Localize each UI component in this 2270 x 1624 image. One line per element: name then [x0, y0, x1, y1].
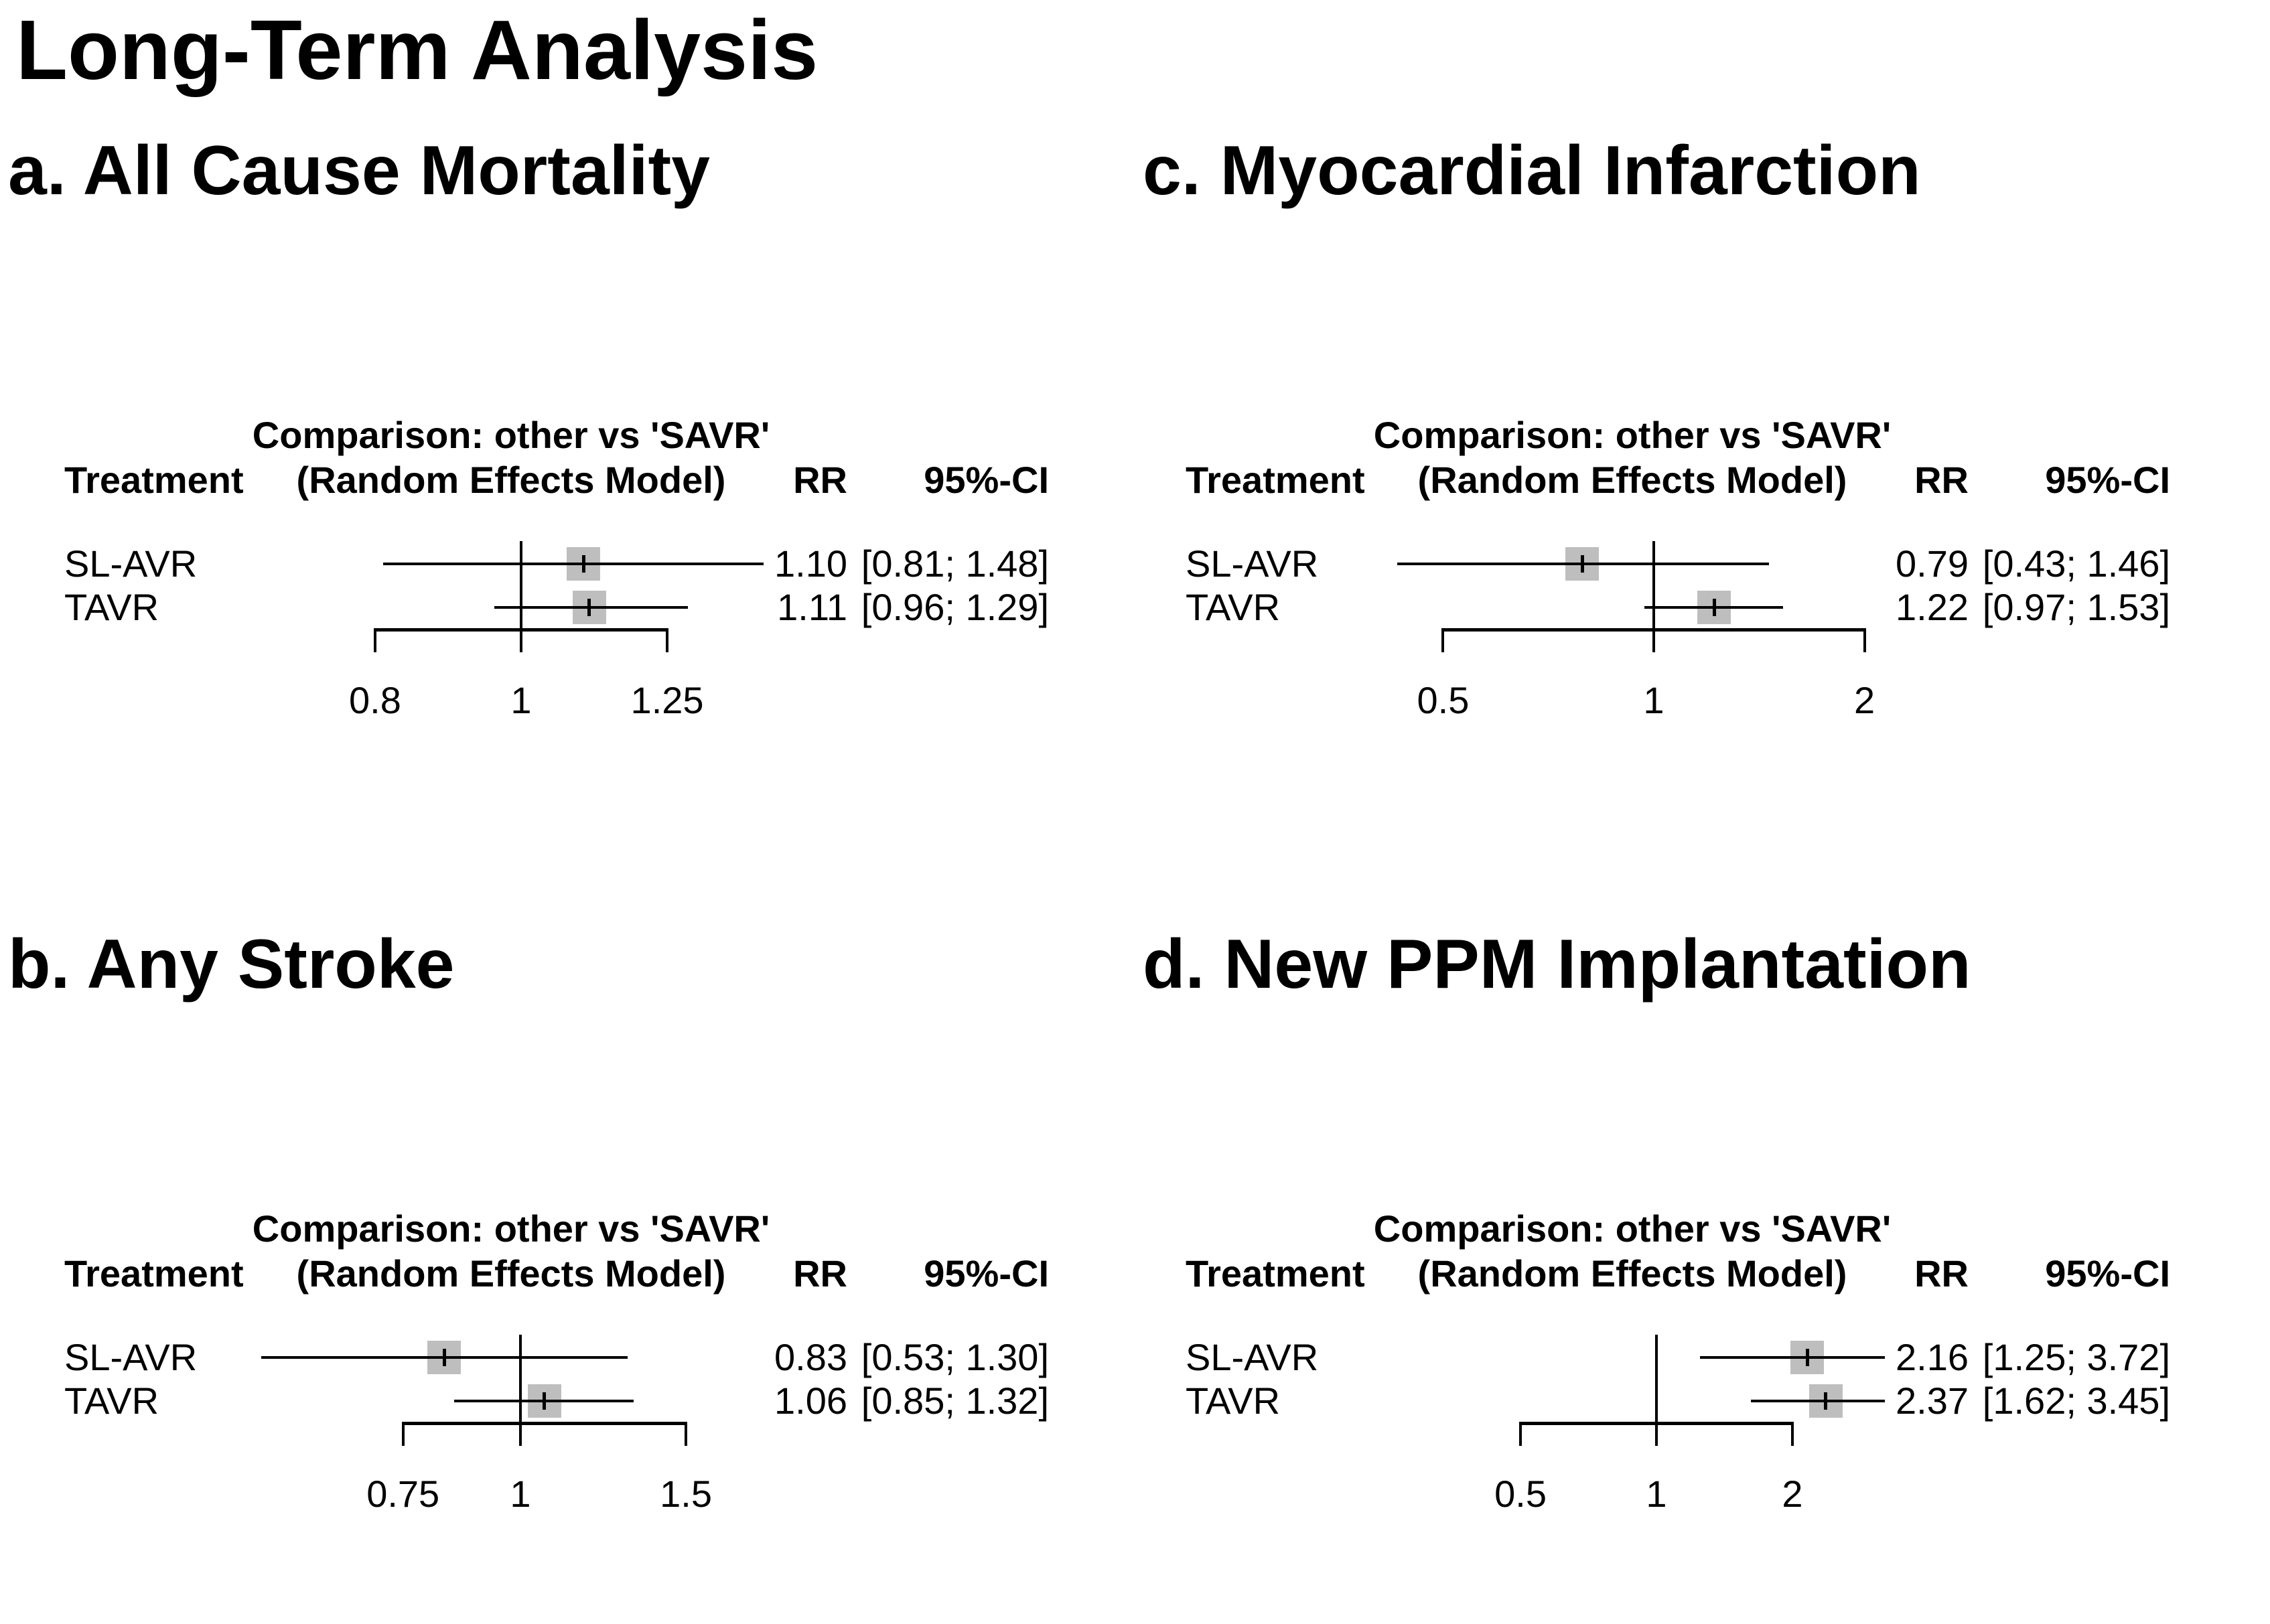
axis-tick	[373, 628, 376, 652]
treatment-column-header: Treatment	[64, 1252, 244, 1295]
point-estimate-tick	[543, 1392, 546, 1410]
treatment-label: TAVR	[64, 586, 159, 628]
comparison-header: Comparison: other vs 'SAVR'	[252, 1207, 770, 1250]
axis-tick-label: 1	[1643, 679, 1664, 721]
axis-tick-label: 2	[1853, 679, 1875, 721]
point-estimate-tick	[587, 599, 591, 616]
axis-tick	[401, 1422, 405, 1446]
axis-tick-label: 1.5	[660, 1473, 712, 1515]
axis-tick	[666, 628, 669, 652]
section-title-c: c. Myocardial Infarction	[1143, 132, 1921, 210]
comparison-header: Comparison: other vs 'SAVR'	[252, 414, 770, 456]
axis-tick-label: 2	[1782, 1473, 1803, 1515]
section-title-b: b. Any Stroke	[8, 926, 455, 1003]
axis-tick	[519, 1422, 522, 1446]
ref-line	[519, 1335, 522, 1446]
figure-title: Long-Term Analysis	[16, 3, 819, 97]
ci-value: [0.97; 1.53]	[1982, 586, 2170, 628]
model-header: (Random Effects Model)	[1417, 459, 1847, 501]
rr-value: 1.22	[1896, 586, 1969, 628]
ci-column-header: 95%-CI	[2045, 459, 2170, 501]
model-header: (Random Effects Model)	[296, 459, 726, 501]
point-estimate-tick	[442, 1349, 446, 1366]
axis-tick-label: 0.5	[1417, 679, 1470, 721]
treatment-label: TAVR	[1186, 586, 1281, 628]
ci-column-header: 95%-CI	[2045, 1252, 2170, 1295]
rr-value: 1.10	[774, 542, 847, 585]
axis-tick-label: 1	[510, 1473, 531, 1515]
ci-value: [0.81; 1.48]	[861, 542, 1049, 585]
treatment-label: SL-AVR	[64, 1336, 198, 1378]
axis-tick	[1655, 1422, 1658, 1446]
axis-line	[401, 1422, 688, 1425]
ref-line	[1652, 541, 1655, 652]
ci-value: [1.25; 3.72]	[1982, 1336, 2170, 1378]
treatment-label: SL-AVR	[1186, 542, 1319, 585]
axis-tick	[1519, 1422, 1522, 1446]
ci-value: [0.85; 1.32]	[861, 1380, 1049, 1422]
forest-panel-d: Comparison: other vs 'SAVR' Treatment (Ran…	[1161, 1195, 2233, 1624]
model-header: (Random Effects Model)	[1417, 1252, 1847, 1295]
axis-tick-label: 1	[510, 679, 532, 721]
forest-panel-c: Comparison: other vs 'SAVR' Treatment (Ran…	[1161, 402, 2233, 830]
axis-tick-label: 1	[1646, 1473, 1667, 1515]
ci-value: [0.96; 1.29]	[861, 586, 1049, 628]
forest-panel-b: Comparison: other vs 'SAVR' Treatment (Ran…	[40, 1195, 1112, 1624]
point-estimate-tick	[1580, 555, 1584, 573]
point-estimate-tick	[1712, 599, 1716, 616]
rr-value: 0.79	[1896, 542, 1969, 585]
rr-column-header: RR	[793, 1252, 847, 1295]
rr-column-header: RR	[793, 459, 847, 501]
treatment-column-header: Treatment	[1186, 1252, 1365, 1295]
ci-column-header: 95%-CI	[924, 1252, 1049, 1295]
rr-value: 1.11	[777, 586, 847, 628]
axis-tick	[1790, 1422, 1794, 1446]
rr-value: 0.83	[774, 1336, 847, 1378]
forest-panel-a: Comparison: other vs 'SAVR' Treatment (Ran…	[40, 402, 1112, 830]
ci-value: [0.53; 1.30]	[861, 1336, 1049, 1378]
ci-line	[1751, 1400, 1885, 1402]
treatment-label: SL-AVR	[64, 542, 198, 585]
ci-value: [0.43; 1.46]	[1982, 542, 2170, 585]
ci-column-header: 95%-CI	[924, 459, 1049, 501]
axis-tick	[1863, 628, 1866, 652]
comparison-header: Comparison: other vs 'SAVR'	[1373, 414, 1892, 456]
point-estimate-tick	[1805, 1349, 1809, 1366]
axis-tick	[1441, 628, 1445, 652]
ref-line	[520, 541, 522, 652]
rr-value: 1.06	[774, 1380, 847, 1422]
model-header: (Random Effects Model)	[296, 1252, 726, 1295]
treatment-label: SL-AVR	[1186, 1336, 1319, 1378]
ci-value: [1.62; 3.45]	[1982, 1380, 2170, 1422]
axis-tick-label: 0.5	[1494, 1473, 1547, 1515]
axis-tick-label: 0.75	[366, 1473, 440, 1515]
treatment-label: TAVR	[1186, 1380, 1281, 1422]
section-title-d: d. New PPM Implantation	[1143, 926, 1971, 1003]
axis-tick-label: 0.8	[349, 679, 401, 721]
point-estimate-tick	[581, 555, 585, 573]
section-title-a: a. All Cause Mortality	[8, 132, 710, 210]
ref-line	[1655, 1335, 1658, 1446]
axis-tick-label: 1.25	[630, 679, 704, 721]
rr-value: 2.16	[1896, 1336, 1969, 1378]
rr-column-header: RR	[1914, 1252, 1969, 1295]
axis-tick	[520, 628, 522, 652]
comparison-header: Comparison: other vs 'SAVR'	[1373, 1207, 1892, 1250]
rr-value: 2.37	[1896, 1380, 1969, 1422]
ci-line	[383, 563, 764, 565]
treatment-column-header: Treatment	[1186, 459, 1365, 501]
treatment-label: TAVR	[64, 1380, 159, 1422]
point-estimate-tick	[1824, 1392, 1828, 1410]
rr-column-header: RR	[1914, 459, 1969, 501]
axis-tick	[1652, 628, 1655, 652]
ci-line	[1700, 1356, 1885, 1359]
treatment-column-header: Treatment	[64, 459, 244, 501]
axis-tick	[685, 1422, 688, 1446]
